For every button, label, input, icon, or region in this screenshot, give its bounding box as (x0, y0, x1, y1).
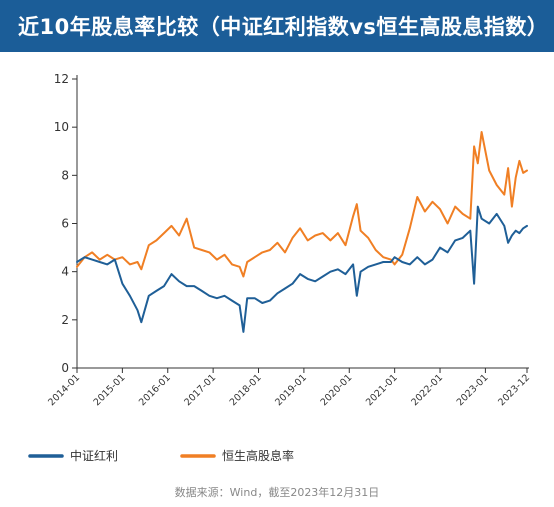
y-tick-label: 2 (61, 313, 69, 327)
chart-title: 近10年股息率比较（中证红利指数vs恒生高股息指数） (18, 15, 549, 39)
y-tick-label: 4 (61, 265, 69, 279)
line-chart: 0 2 4 6 8 10 12 2014-01 2015-01 2016-01 2017-01 201… (28, 72, 532, 463)
x-tick-label: 2016-01 (137, 372, 173, 408)
x-tick-label: 2022-01 (409, 372, 445, 408)
y-tick-label: 8 (61, 168, 69, 182)
y-tick-label: 6 (61, 217, 69, 231)
x-tick-label: 2018-01 (228, 372, 264, 408)
x-tick-label: 2014-01 (46, 372, 82, 408)
legend-label: 恒生高股息率 (222, 448, 294, 463)
x-tick-label: 2020-01 (319, 372, 355, 408)
data-source-note: 数据来源：Wind，截至2023年12月31日 (174, 486, 380, 499)
series-line-1 (76, 131, 528, 278)
series-line-0 (76, 205, 528, 333)
x-tick-label: 2019-01 (273, 372, 309, 408)
title-bar: 近10年股息率比较（中证红利指数vs恒生高股息指数） (0, 0, 554, 52)
y-tick-label: 10 (54, 120, 69, 134)
x-tick-label: 2023-01 (455, 372, 491, 408)
x-tick-label: 2015-01 (92, 372, 128, 408)
x-tick-label: 2023-12 (496, 372, 532, 408)
y-tick-label: 0 (61, 361, 69, 375)
legend-label: 中证红利 (70, 448, 118, 463)
y-tick-label: 12 (54, 72, 69, 86)
x-tick-label: 2021-01 (364, 372, 400, 408)
x-tick-label: 2017-01 (182, 372, 218, 408)
